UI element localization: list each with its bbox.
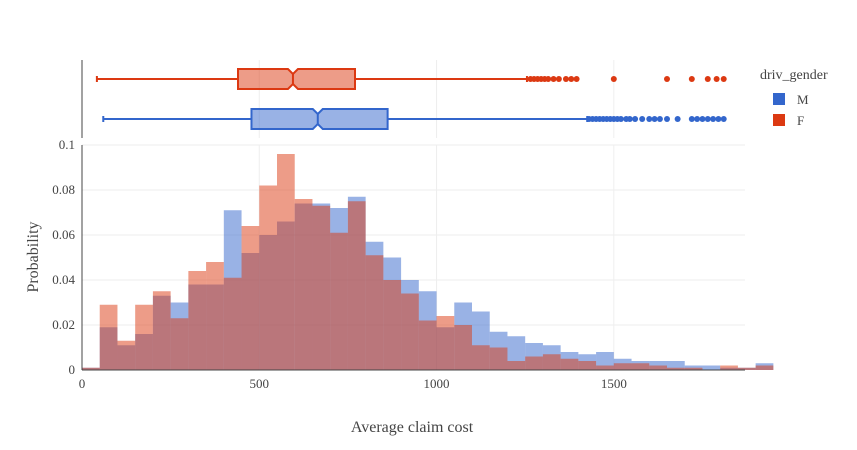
outlier-f[interactable]	[720, 76, 727, 82]
y-tick-label: 0	[69, 362, 76, 377]
outlier-m[interactable]	[688, 116, 695, 122]
x-tick-label: 0	[79, 376, 86, 391]
bar-f[interactable]	[454, 325, 472, 370]
outlier-f[interactable]	[568, 76, 575, 82]
boxplots	[95, 68, 727, 130]
bar-f[interactable]	[684, 367, 703, 370]
legend: driv_gender M F	[760, 68, 828, 128]
x-tick-label: 500	[250, 376, 270, 391]
outlier-f[interactable]	[573, 76, 580, 82]
outlier-f[interactable]	[550, 76, 557, 82]
bar-f[interactable]	[596, 365, 614, 371]
bar-f[interactable]	[755, 365, 774, 371]
bar-f[interactable]	[613, 363, 632, 370]
bar-f[interactable]	[330, 232, 348, 370]
bar-f[interactable]	[223, 277, 242, 370]
outlier-m[interactable]	[651, 116, 658, 122]
bar-f[interactable]	[436, 316, 455, 370]
bar-f[interactable]	[135, 304, 153, 370]
bar-f[interactable]	[383, 280, 402, 370]
outlier-f[interactable]	[704, 76, 711, 82]
bar-f[interactable]	[312, 205, 331, 370]
bar-f[interactable]	[720, 365, 738, 371]
bar-f[interactable]	[649, 365, 667, 371]
bar-f[interactable]	[525, 356, 543, 371]
outlier-m[interactable]	[704, 116, 711, 122]
outlier-m[interactable]	[626, 116, 633, 122]
bar-f[interactable]	[631, 363, 650, 370]
legend-swatch-m[interactable]	[773, 93, 785, 105]
outlier-m[interactable]	[694, 116, 701, 122]
box-f[interactable]	[237, 68, 356, 90]
outlier-m[interactable]	[639, 116, 646, 122]
bar-f[interactable]	[188, 271, 207, 370]
bar-f[interactable]	[82, 367, 100, 370]
bar-f[interactable]	[241, 226, 260, 370]
bar-f[interactable]	[117, 340, 136, 370]
bar-f[interactable]	[347, 201, 366, 370]
legend-swatch-f[interactable]	[773, 114, 785, 126]
bar-f[interactable]	[206, 262, 224, 370]
bar-f[interactable]	[277, 154, 295, 370]
legend-label-f[interactable]: F	[797, 113, 804, 128]
bar-m[interactable]	[702, 365, 721, 371]
bar-f[interactable]	[667, 367, 685, 370]
outlier-f[interactable]	[664, 76, 670, 82]
legend-title: driv_gender	[760, 68, 828, 83]
bar-f[interactable]	[259, 185, 277, 371]
outlier-m[interactable]	[664, 116, 670, 122]
bar-f[interactable]	[472, 345, 490, 370]
box-m[interactable]	[250, 108, 389, 130]
y-tick-label: 0.06	[52, 227, 75, 242]
axes: 0 0.02 0.04 0.06 0.08 0.1 0 500 1000 1500	[52, 60, 745, 391]
outlier-m[interactable]	[656, 116, 663, 122]
histogram-bars	[82, 154, 774, 371]
bar-f[interactable]	[99, 304, 118, 370]
y-axis-title: Probability	[25, 221, 42, 292]
outlier-m[interactable]	[720, 116, 727, 122]
y-tick-label: 0.02	[52, 317, 75, 332]
bar-f[interactable]	[507, 361, 526, 370]
bar-f[interactable]	[578, 361, 597, 370]
bar-f[interactable]	[401, 293, 419, 371]
outlier-m[interactable]	[674, 116, 681, 122]
bar-f[interactable]	[365, 255, 384, 370]
outlier-f[interactable]	[713, 76, 720, 82]
bar-f[interactable]	[560, 358, 579, 370]
y-tick-label: 0.1	[59, 137, 75, 152]
bar-f[interactable]	[152, 291, 171, 370]
bar-f[interactable]	[489, 347, 508, 371]
outlier-f[interactable]	[688, 76, 695, 82]
outlier-m[interactable]	[617, 116, 624, 122]
bar-f[interactable]	[418, 320, 437, 371]
outlier-f[interactable]	[555, 76, 562, 82]
outlier-m[interactable]	[632, 116, 639, 122]
bar-f[interactable]	[737, 367, 756, 370]
x-tick-label: 1500	[601, 376, 627, 391]
outlier-m[interactable]	[699, 116, 706, 122]
outlier-f[interactable]	[562, 76, 569, 82]
bar-f[interactable]	[294, 199, 313, 370]
y-tick-label: 0.04	[52, 272, 75, 287]
outlier-f[interactable]	[610, 76, 617, 82]
x-tick-label: 1000	[424, 376, 450, 391]
legend-label-m[interactable]: M	[797, 92, 809, 107]
y-tick-label: 0.08	[52, 182, 75, 197]
bar-f[interactable]	[170, 318, 189, 370]
outlier-m[interactable]	[710, 116, 717, 122]
bar-f[interactable]	[542, 354, 561, 370]
x-axis-title: Average claim cost	[351, 419, 474, 436]
outlier-m[interactable]	[646, 116, 653, 122]
bar-m[interactable]	[667, 361, 685, 370]
outlier-f[interactable]	[545, 76, 552, 82]
outlier-m[interactable]	[715, 116, 722, 122]
